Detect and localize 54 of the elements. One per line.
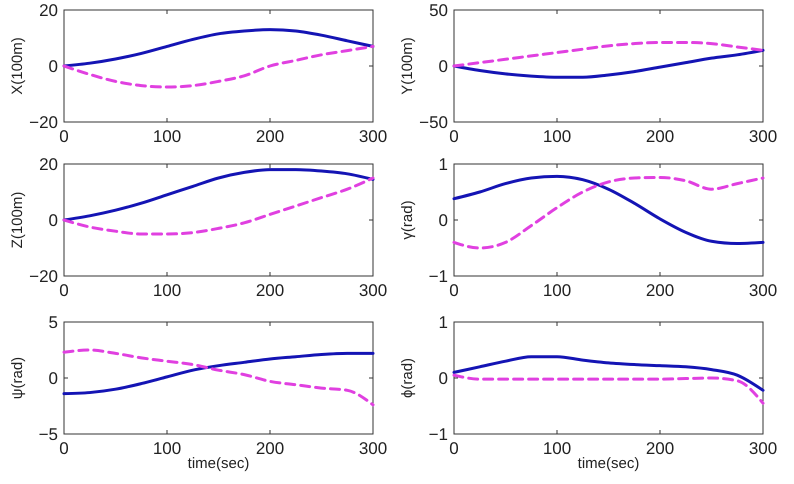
y-tick-label: 0 (438, 56, 448, 76)
y-tick-label: 20 (39, 0, 58, 20)
x-tick-label: 300 (748, 439, 778, 458)
y-tick-label: −1 (428, 266, 448, 286)
y-tick-label: 0 (48, 368, 58, 388)
line-series (62, 44, 374, 88)
y-tick-label: 0 (438, 210, 448, 230)
x-tick-label: 300 (358, 439, 388, 458)
y-axis-title: X(100m) (9, 37, 26, 95)
y-tick-label: 0 (48, 56, 58, 76)
x-tick-label: 100 (152, 127, 182, 146)
x-tick-label: 200 (646, 127, 674, 146)
y-tick-label: 50 (429, 0, 448, 20)
x-tick-label: 300 (748, 281, 778, 300)
x-tick-label: 200 (256, 281, 284, 300)
x-tick-label: 100 (152, 281, 182, 300)
x-tick-label: 200 (256, 439, 284, 458)
x-tick-label: 100 (542, 281, 572, 300)
y-tick-label: −50 (419, 112, 448, 132)
y-axis-title: Y(100m) (399, 37, 416, 95)
x-tick-label: 100 (542, 127, 572, 146)
y-tick-label: 1 (438, 312, 448, 332)
line-series (452, 374, 764, 405)
line-series (452, 355, 764, 392)
x-tick-label: 300 (358, 281, 388, 300)
y-tick-label: 0 (48, 210, 58, 230)
y-axis-title: ϕ(rad) (399, 358, 416, 398)
x-tick-label: 200 (646, 439, 674, 458)
line-series (62, 28, 374, 68)
y-axis-title: ψ(rad) (9, 356, 26, 400)
x-tick-label: 300 (748, 127, 778, 146)
x-tick-label: 100 (152, 439, 182, 458)
y-tick-label: 1 (438, 154, 448, 174)
y-tick-label: 0 (438, 368, 448, 388)
y-tick-label: −20 (29, 112, 58, 132)
line-series (452, 40, 764, 68)
line-series (62, 176, 374, 236)
line-series (452, 48, 764, 79)
x-tick-label: 100 (542, 439, 572, 458)
y-tick-label: 5 (48, 312, 58, 332)
x-axis-title: time(sec) (188, 455, 250, 472)
line-series (62, 352, 374, 396)
y-axis-title: Z(100m) (9, 192, 26, 248)
y-tick-label: −1 (428, 424, 448, 444)
y-tick-label: −5 (38, 424, 58, 444)
line-series (62, 168, 374, 222)
x-tick-label: 300 (358, 127, 388, 146)
y-tick-label: −20 (29, 266, 58, 286)
y-axis-title: γ(rad) (399, 200, 416, 240)
line-series (62, 348, 374, 406)
x-axis-title: time(sec) (578, 455, 640, 472)
x-tick-label: 200 (256, 127, 284, 146)
x-tick-label: 200 (646, 281, 674, 300)
y-tick-label: 20 (39, 154, 58, 174)
